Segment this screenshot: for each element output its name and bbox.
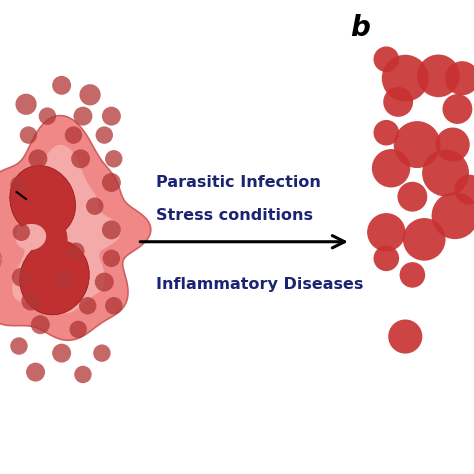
Circle shape <box>102 107 121 126</box>
Text: Inflammatory Diseases: Inflammatory Diseases <box>156 277 364 292</box>
Circle shape <box>382 55 428 102</box>
Text: Parasitic Infection: Parasitic Infection <box>156 175 321 190</box>
Circle shape <box>65 127 82 144</box>
Circle shape <box>105 297 122 314</box>
Circle shape <box>10 176 27 193</box>
Circle shape <box>13 224 30 241</box>
Circle shape <box>102 220 121 239</box>
PathPatch shape <box>0 116 151 340</box>
Circle shape <box>105 150 122 167</box>
PathPatch shape <box>12 145 121 313</box>
Circle shape <box>367 213 405 251</box>
Ellipse shape <box>32 217 67 262</box>
Text: Stress conditions: Stress conditions <box>156 208 313 223</box>
Circle shape <box>103 250 120 267</box>
Ellipse shape <box>10 165 75 237</box>
Circle shape <box>80 84 100 105</box>
Circle shape <box>20 127 37 144</box>
Circle shape <box>400 262 425 288</box>
Circle shape <box>372 149 410 188</box>
Circle shape <box>388 319 422 354</box>
Circle shape <box>102 173 121 192</box>
Ellipse shape <box>20 240 89 315</box>
Circle shape <box>31 315 50 334</box>
Circle shape <box>422 150 469 197</box>
Circle shape <box>383 87 413 117</box>
Circle shape <box>374 246 399 271</box>
Circle shape <box>86 198 103 215</box>
Circle shape <box>39 108 56 125</box>
Circle shape <box>442 94 472 124</box>
Circle shape <box>79 297 96 314</box>
Circle shape <box>393 121 441 168</box>
Circle shape <box>445 61 474 95</box>
Circle shape <box>417 55 460 97</box>
Circle shape <box>52 344 71 363</box>
Circle shape <box>28 149 47 168</box>
Circle shape <box>374 46 399 72</box>
Circle shape <box>74 366 91 383</box>
Circle shape <box>10 337 27 355</box>
Text: b: b <box>350 14 370 43</box>
Circle shape <box>21 292 40 310</box>
Circle shape <box>96 127 113 144</box>
Circle shape <box>12 268 31 287</box>
Circle shape <box>55 271 73 288</box>
Circle shape <box>454 175 474 205</box>
Circle shape <box>67 243 84 260</box>
Circle shape <box>436 128 470 162</box>
Circle shape <box>374 120 399 146</box>
Circle shape <box>403 218 446 261</box>
Circle shape <box>26 363 45 382</box>
Circle shape <box>431 192 474 239</box>
Circle shape <box>16 94 36 115</box>
Circle shape <box>73 107 92 126</box>
Circle shape <box>95 273 114 292</box>
Circle shape <box>397 182 427 212</box>
Circle shape <box>93 345 110 362</box>
Circle shape <box>70 321 87 338</box>
Circle shape <box>52 76 71 95</box>
Circle shape <box>71 149 90 168</box>
Ellipse shape <box>16 224 46 250</box>
